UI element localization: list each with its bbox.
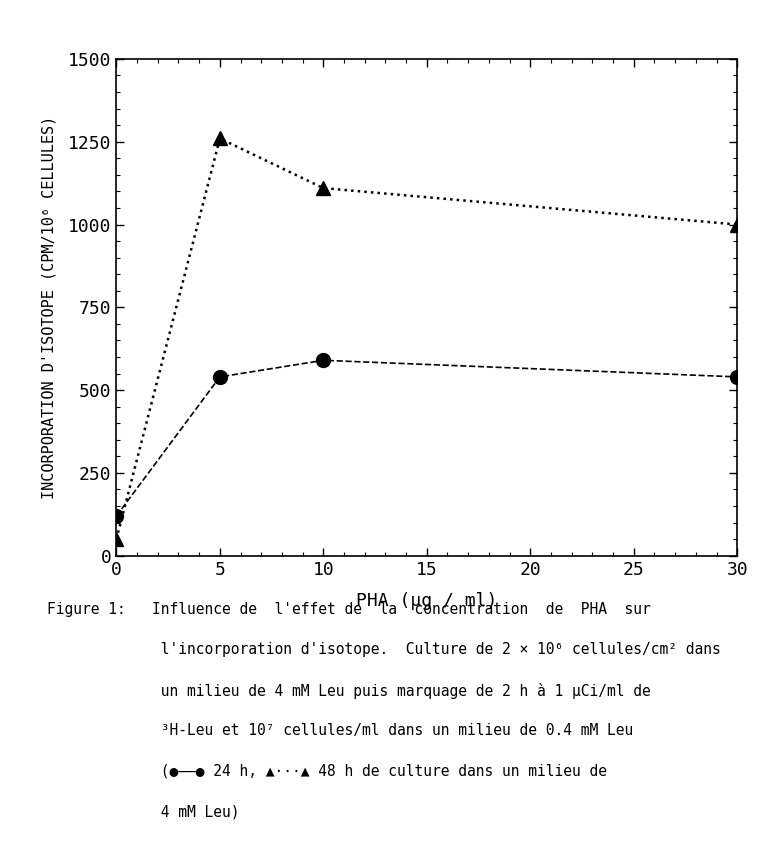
X-axis label: PHA (μg / ml): PHA (μg / ml) bbox=[356, 593, 497, 610]
Text: l'incorporation d'isotope.  Culture de 2 × 10⁶ cellules/cm² dans: l'incorporation d'isotope. Culture de 2 … bbox=[47, 642, 720, 658]
Text: Figure 1:   Influence de  l'effet de  la  concentration  de  PHA  sur: Figure 1: Influence de l'effet de la con… bbox=[47, 602, 650, 617]
Y-axis label: INCORPORATION D'ISOTOPE (CPM/10⁶ CELLULES): INCORPORATION D'ISOTOPE (CPM/10⁶ CELLULE… bbox=[42, 115, 57, 499]
Text: 4 mM Leu): 4 mM Leu) bbox=[47, 804, 239, 819]
Text: ³H-Leu et 10⁷ cellules/ml dans un milieu de 0.4 mM Leu: ³H-Leu et 10⁷ cellules/ml dans un milieu… bbox=[47, 723, 632, 738]
Text: (●——● 24 h, ▲···▲ 48 h de culture dans un milieu de: (●——● 24 h, ▲···▲ 48 h de culture dans u… bbox=[47, 764, 607, 779]
Text: un milieu de 4 mM Leu puis marquage de 2 h à 1 μCi/ml de: un milieu de 4 mM Leu puis marquage de 2… bbox=[47, 683, 650, 699]
